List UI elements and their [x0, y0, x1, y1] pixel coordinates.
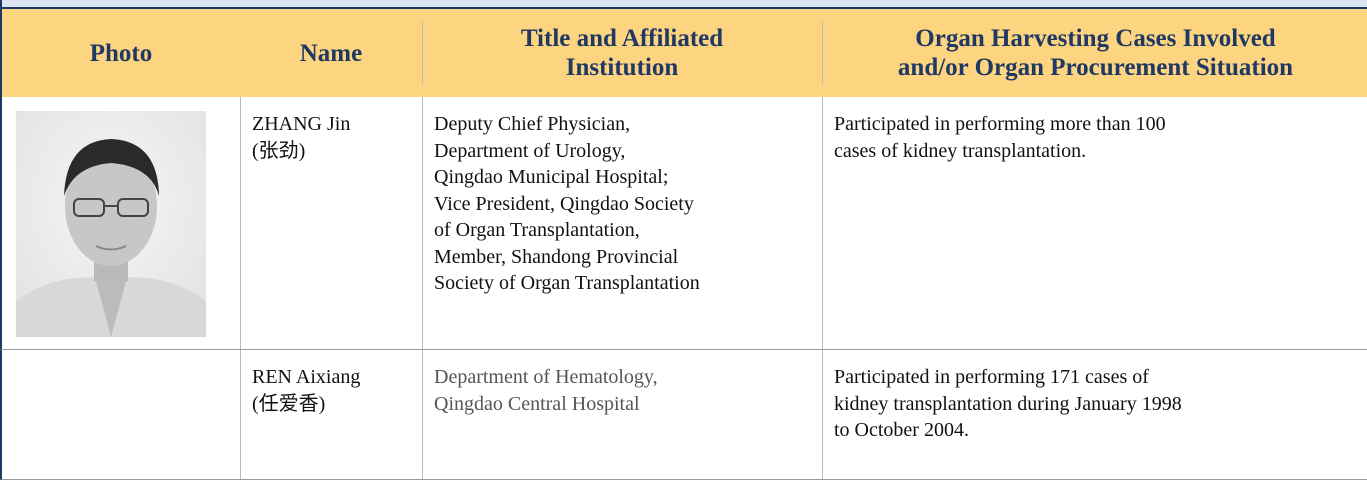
header-text: Name — [299, 39, 363, 67]
table-header: Photo Name Title and Affiliated Institution… — [0, 9, 1367, 97]
title-text: of Organ Transplantation, — [434, 219, 640, 241]
top-bar — [0, 0, 1367, 9]
cases-text: Participated in performing 171 cases of — [834, 366, 1149, 388]
name-cell: REN Aixiang (任爱香) — [252, 350, 418, 479]
column-separator — [822, 350, 823, 479]
column-separator — [822, 97, 823, 349]
header-cell: Organ Harvesting Cases Involved and/or Or… — [822, 9, 1367, 97]
title-text: Society of Organ Transplantation — [434, 272, 700, 294]
header-text: and/or Organ Procurement Situation — [897, 54, 1294, 81]
cases-cell: Participated in performing more than 100… — [834, 97, 1365, 349]
title-cell: Department of Hematology, Qingdao Central… — [434, 350, 818, 479]
header-text: Title and Affiliated — [520, 25, 724, 52]
table-row: REN Aixiang (任爱香) Department of Hematology… — [0, 350, 1367, 480]
cases-text: kidney transplantation during January 19… — [834, 392, 1182, 415]
header-text: Organ Harvesting Cases Involved — [915, 25, 1276, 52]
table-row: ZHANG Jin (张劲) Deputy Chief Physician, Depa… — [0, 97, 1367, 350]
photo — [16, 111, 206, 337]
cases-text: cases of kidney transplantation. — [834, 139, 1087, 162]
header-cell: Photo — [2, 9, 240, 97]
title-text: Department of Hematology, — [434, 366, 658, 388]
column-separator — [422, 350, 423, 479]
title-text: Deputy Chief Physician, — [434, 113, 631, 135]
name-text: (任爱香) — [252, 392, 326, 415]
header-cell: Title and Affiliated Institution — [422, 9, 822, 97]
header-text: Photo — [89, 39, 153, 67]
column-separator — [422, 21, 423, 85]
name-text: (张劲) — [252, 139, 306, 162]
title-text: Qingdao Municipal Hospital; — [434, 166, 669, 188]
column-separator — [422, 97, 423, 349]
cases-text: Participated in performing more than 100 — [834, 113, 1166, 135]
title-cell: Deputy Chief Physician, Department of Uro… — [434, 97, 818, 349]
title-text: Member, Shandong Provincial — [434, 245, 679, 268]
title-text: Vice President, Qingdao Society — [434, 192, 694, 215]
cases-cell: Participated in performing 171 cases of k… — [834, 350, 1365, 479]
cases-text: to October 2004. — [834, 419, 969, 441]
column-separator — [822, 21, 823, 85]
column-separator — [240, 97, 241, 349]
title-text: Department of Urology, — [434, 139, 626, 162]
name-cell: ZHANG Jin (张劲) — [252, 97, 418, 349]
header-text: Institution — [565, 54, 679, 81]
name-text: ZHANG Jin — [252, 113, 351, 135]
column-separator — [240, 350, 241, 479]
header-cell: Name — [240, 9, 422, 97]
name-text: REN Aixiang — [252, 366, 361, 388]
title-text: Qingdao Central Hospital — [434, 392, 640, 415]
